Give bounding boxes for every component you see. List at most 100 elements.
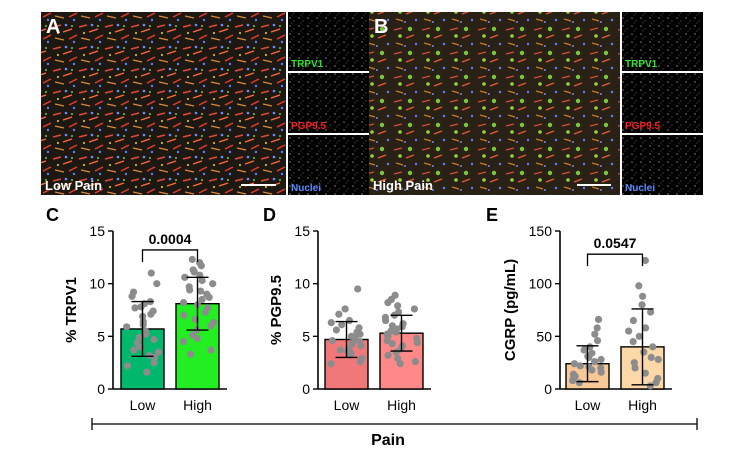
y-tick-label: 0 [302,381,310,397]
chart-panel-e: E 0 50 100 150 CGRP (pg/mL) Low High 0.0547 [486,205,672,413]
data-point [341,305,349,313]
data-point [147,269,155,277]
data-point [625,327,633,335]
merged-image-low-pain [41,12,286,195]
data-point [580,346,588,354]
data-point [640,348,648,356]
p-value-label: 0.0004 [149,231,192,247]
data-point [396,360,404,368]
data-point [328,336,336,345]
data-point [597,368,605,376]
data-point [591,358,599,366]
data-point [638,292,647,300]
channel-label-nuclei: Nuclei [291,183,321,194]
caption-low-pain: Low Pain [45,178,102,193]
panel-letter-b: B [374,16,388,38]
data-point [591,330,599,338]
data-point [654,355,662,364]
channel-label-trpv1: TRPV1 [291,59,324,70]
channel-pgp-image [622,73,703,133]
y-tick-label: 15 [89,223,105,239]
channel-trpv1-image [622,12,703,71]
data-point [387,327,395,335]
data-point [631,364,639,372]
y-tick-label: 150 [529,223,553,239]
channel-label-pgp: PGP9.5 [291,121,326,132]
data-point [576,362,584,370]
chart-panel-c: C 0 5 10 15 % TRPV1 Low High 0.0004 [46,205,227,413]
data-point [384,351,392,359]
group-label-pain: Pain [371,432,405,449]
y-tick-label: 0 [97,381,105,397]
data-point [638,301,646,309]
bar-charts: C 0 5 10 15 % TRPV1 Low High 0.0004 D 0 5 10 15 % PGP9… [46,205,672,413]
data-point [381,316,390,325]
panel-letter: C [46,205,59,225]
data-point [411,358,420,366]
data-point [593,336,602,345]
data-point [388,340,396,348]
pain-group-bracket: Pain [91,418,698,449]
data-point [327,360,335,368]
data-point [384,299,392,307]
data-point [585,353,593,361]
data-point [198,295,206,304]
data-point [197,287,205,295]
data-point [150,335,158,344]
data-point [649,343,657,351]
data-point [188,255,196,264]
data-point [353,328,361,336]
data-point [123,362,132,370]
data-point [336,346,345,354]
data-point [129,288,138,296]
panel-letter: E [486,205,498,225]
data-point [354,285,362,293]
data-point [139,321,147,329]
x-tick-label-low: Low [130,397,157,413]
data-point [575,379,583,387]
channel-label-trpv1: TRPV1 [625,59,658,70]
chart-panel-d: D 0 5 10 15 % PGP9.5 Low High [263,205,431,413]
data-point [197,262,205,270]
data-point [179,338,188,346]
data-point [585,363,593,371]
data-point [629,316,638,325]
data-point [630,359,638,367]
data-point [597,355,605,364]
significance-bracket [586,253,644,267]
data-point [205,293,213,301]
data-point [641,256,649,265]
data-point [150,353,159,361]
data-point [180,299,188,307]
data-point [143,368,151,376]
data-point [142,330,150,338]
x-tick-label-low: Low [575,397,602,413]
data-point [345,316,354,325]
y-tick-label: 15 [294,223,310,239]
data-point [348,340,356,348]
data-point [646,382,654,390]
y-axis-label: % PGP9.5 [268,275,285,345]
x-tick-label-high: High [183,397,212,413]
channel-pgp-image [288,73,369,133]
microscopy-panel-a: A Low Pain TRPV1 PGP9.5 Nuclei [41,12,369,195]
data-point [150,359,158,367]
data-point [201,308,209,316]
data-point [187,350,195,358]
data-point [413,339,421,347]
data-point [153,280,161,288]
channel-label-pgp: PGP9.5 [625,121,660,132]
data-point [635,332,643,340]
y-tick-label: 10 [294,276,310,292]
y-axis-label: % TRPV1 [63,277,80,343]
data-point [147,310,155,318]
data-point [593,324,601,332]
data-point [570,360,579,368]
microscopy-panel-b: B High Pain TRPV1 PGP9.5 Nuclei [369,12,703,195]
data-point [335,310,343,318]
merged-image-high-pain [369,12,620,195]
data-point [180,311,188,319]
y-tick-label: 5 [97,328,105,344]
data-point [569,376,577,385]
